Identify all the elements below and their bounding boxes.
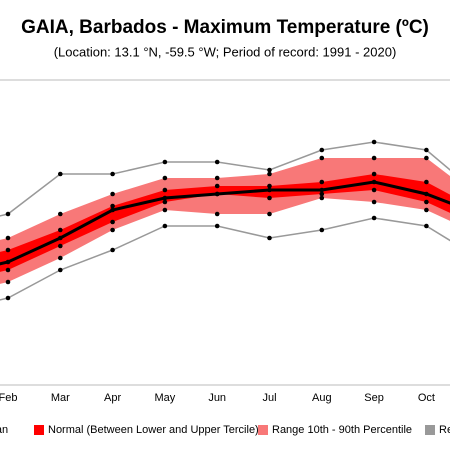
data-point: [58, 243, 63, 249]
data-point: [319, 187, 325, 193]
data-point: [319, 155, 325, 161]
data-point: [371, 139, 377, 145]
data-point: [58, 267, 63, 273]
data-point: [162, 207, 168, 213]
data-point: [5, 247, 11, 253]
data-point: [267, 195, 272, 201]
data-point: [162, 175, 168, 181]
data-point: [371, 187, 377, 193]
data-point: [5, 267, 11, 273]
data-point: [214, 175, 220, 181]
chart-subtitle: (Location: 13.1 °N, -59.5 °W; Period of …: [54, 44, 397, 59]
data-point: [162, 187, 168, 193]
data-point: [110, 227, 115, 233]
data-point: [371, 155, 377, 161]
data-point: [267, 211, 272, 217]
x-tick-label: Sep: [364, 392, 384, 404]
data-point: [424, 191, 429, 197]
data-point: [214, 191, 220, 197]
data-point: [162, 199, 168, 205]
x-tick-label: Feb: [0, 392, 17, 404]
legend-label: Range 10th - 90th Percentile: [272, 424, 412, 436]
data-point: [58, 255, 63, 261]
data-point: [267, 171, 272, 177]
data-point: [214, 159, 220, 165]
x-tick-label: Jul: [262, 392, 276, 404]
data-point: [110, 207, 115, 213]
data-point: [319, 227, 325, 233]
data-point: [319, 191, 325, 197]
data-point: [371, 171, 377, 177]
x-tick-label: Mar: [51, 392, 70, 404]
data-point: [110, 191, 115, 197]
data-point: [58, 211, 63, 217]
data-point: [214, 211, 220, 217]
data-point: [5, 211, 11, 217]
legend-swatch: [425, 425, 435, 435]
data-point: [267, 187, 272, 193]
data-point: [5, 295, 11, 301]
data-point: [267, 167, 272, 173]
data-point: [5, 235, 11, 241]
data-point: [319, 195, 325, 201]
data-point: [162, 223, 168, 229]
data-point: [424, 199, 429, 205]
data-point: [214, 183, 220, 189]
data-point: [424, 207, 429, 213]
x-tick-label: Aug: [312, 392, 332, 404]
data-point: [371, 215, 377, 221]
x-tick-label: Apr: [104, 392, 121, 404]
data-point: [424, 147, 429, 153]
data-point: [371, 199, 377, 205]
x-tick-label: Jun: [208, 392, 226, 404]
data-point: [58, 235, 63, 241]
data-point: [110, 171, 115, 177]
chart-title: GAIA, Barbados - Maximum Temperature (ºC…: [21, 17, 429, 38]
data-point: [214, 223, 220, 229]
data-point: [5, 259, 11, 265]
data-point: [319, 179, 325, 185]
data-point: [110, 219, 115, 225]
legend-label: Record: [439, 424, 450, 436]
plot-area: [0, 139, 450, 301]
data-point: [371, 179, 377, 185]
plot-frame: [0, 79, 450, 386]
legend-swatch: [258, 425, 268, 435]
data-point: [162, 195, 168, 201]
legend-swatch: [34, 425, 44, 435]
data-point: [58, 171, 63, 177]
legend: Median Normal (Between Lower and Upper Te…: [0, 424, 450, 436]
x-tick-label: May: [155, 392, 176, 404]
data-point: [267, 235, 272, 241]
legend-label: Median: [0, 424, 8, 436]
data-point: [424, 179, 429, 185]
legend-label: Normal (Between Lower and Upper Tercile): [48, 424, 259, 436]
data-point: [5, 279, 11, 285]
data-point: [58, 227, 63, 233]
data-point: [267, 183, 272, 189]
data-point: [110, 247, 115, 253]
data-point: [110, 203, 115, 209]
x-tick-label: Oct: [418, 392, 435, 404]
data-point: [319, 147, 325, 153]
data-point: [424, 223, 429, 229]
data-point: [162, 159, 168, 165]
data-point: [424, 155, 429, 161]
x-axis: Feb Mar Apr May Jun Jul Aug Sep Oct: [0, 392, 435, 404]
